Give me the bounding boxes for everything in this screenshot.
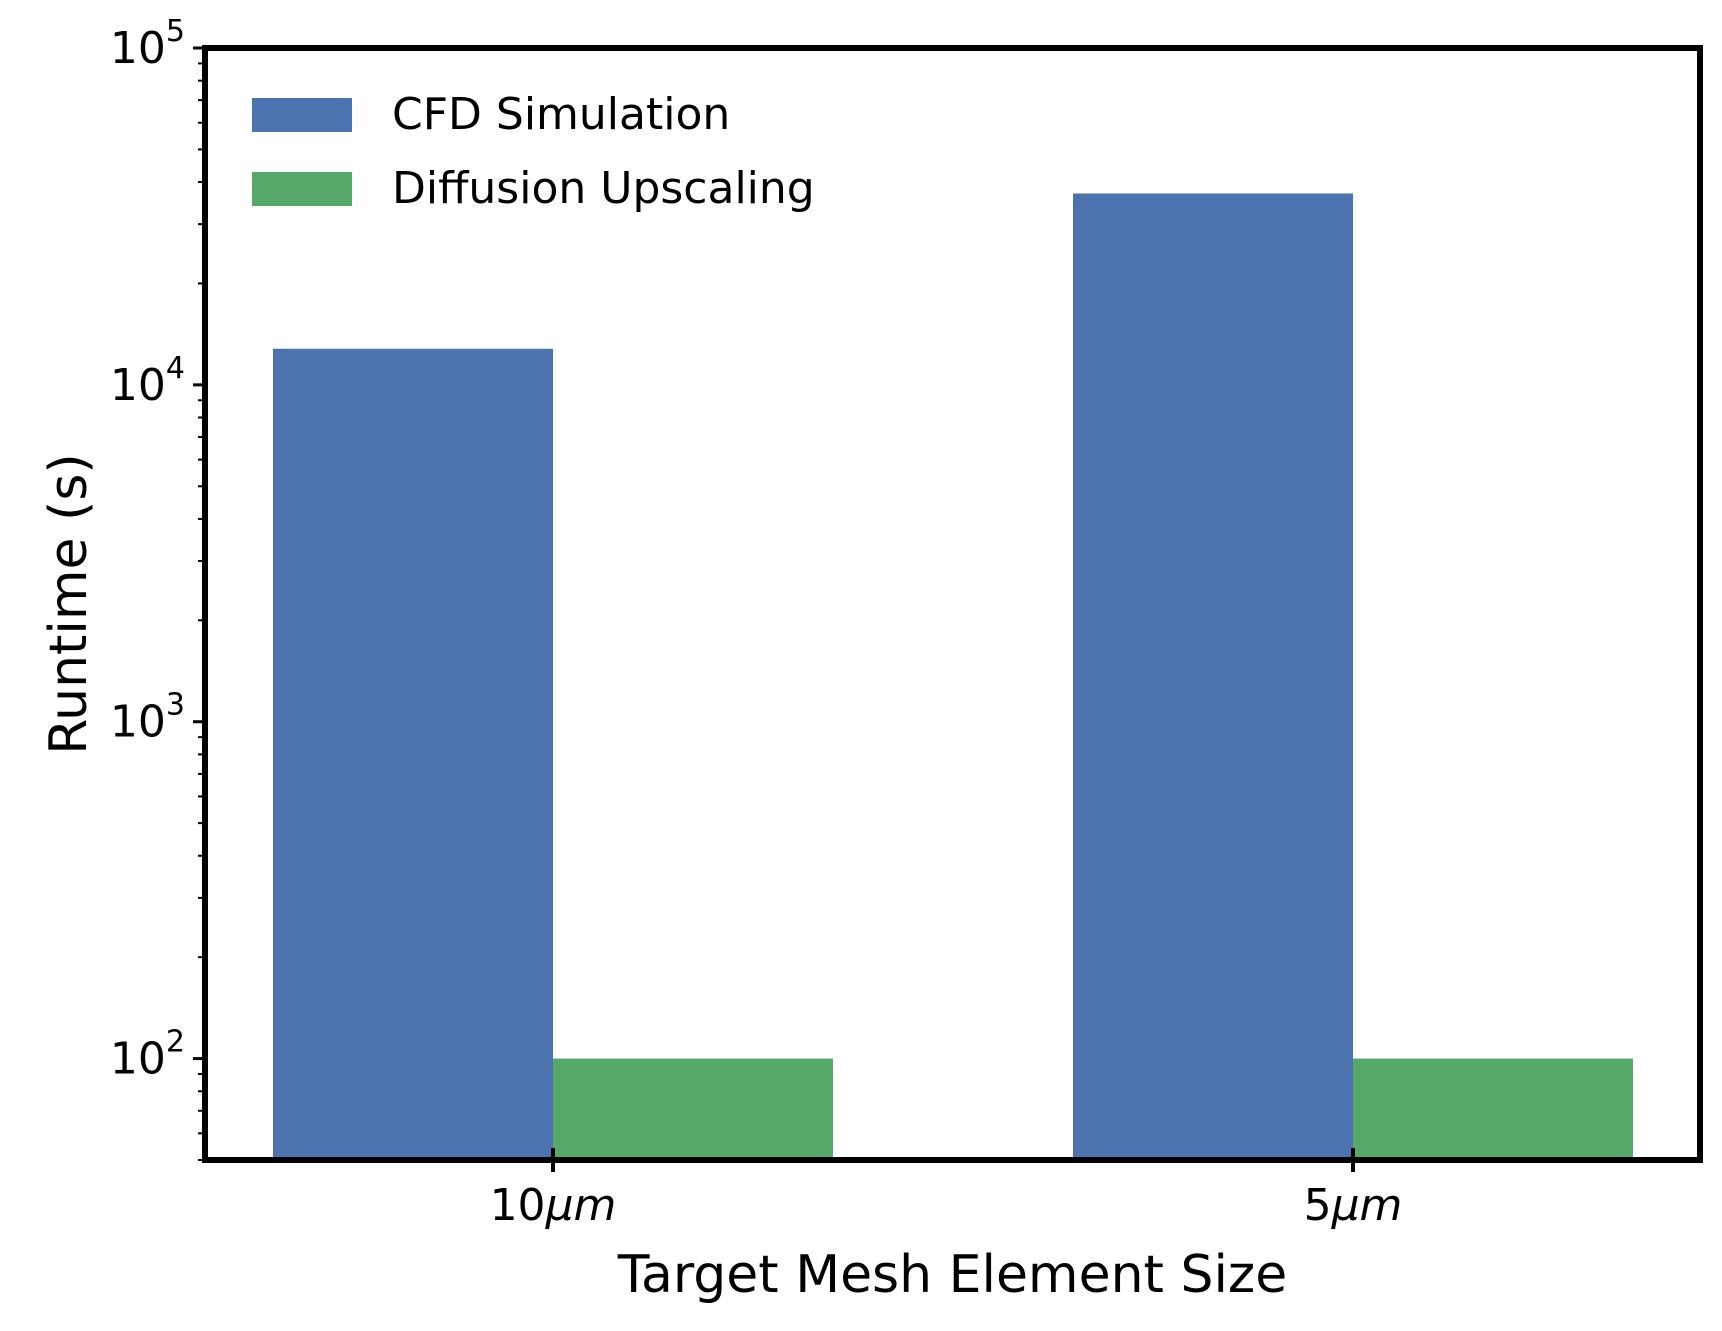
y-tick-label-base: 10: [110, 360, 166, 411]
x-ticks: 10μm 5μm: [490, 1148, 1403, 1231]
legend-swatch-diffusion-upscaling: [252, 172, 352, 206]
x-tick-label-number: 10: [490, 1180, 546, 1231]
y-tick-label-base: 10: [110, 23, 166, 74]
y-tick-label: 102: [110, 1025, 185, 1085]
y-tick-label-exponent: 3: [166, 688, 185, 723]
bar-cfd-simulation-2: [1073, 193, 1353, 1161]
x-tick-label-unit: μm: [545, 1180, 617, 1231]
y-tick-label: 105: [110, 14, 185, 74]
bar-diffusion-upscaling-1: [553, 1058, 833, 1160]
bars-layer: [273, 193, 1633, 1161]
legend: CFD Simulation Diffusion Upscaling: [252, 89, 815, 214]
y-tick-label-exponent: 5: [166, 14, 185, 49]
legend-label-cfd-simulation: CFD Simulation: [392, 89, 730, 140]
y-tick-label: 104: [110, 351, 185, 411]
y-tick-label-exponent: 4: [166, 351, 185, 386]
x-tick-label: 10μm: [490, 1180, 617, 1231]
x-tick-label: 5μm: [1304, 1180, 1403, 1231]
legend-label-diffusion-upscaling: Diffusion Upscaling: [392, 163, 815, 214]
y-tick-label-exponent: 2: [166, 1025, 185, 1060]
x-axis-label: Target Mesh Element Size: [617, 1245, 1287, 1305]
bar-diffusion-upscaling-2: [1353, 1058, 1633, 1160]
y-tick-label-base: 10: [110, 1034, 166, 1085]
y-axis-label: Runtime (s): [39, 453, 99, 754]
x-tick-label-unit: μm: [1331, 1180, 1403, 1231]
y-tick-label: 103: [110, 688, 185, 748]
x-tick-label-number: 5: [1304, 1180, 1332, 1231]
plot-frame: [202, 45, 1703, 1163]
legend-swatch-cfd-simulation: [252, 98, 352, 132]
bar-cfd-simulation-1: [273, 348, 553, 1160]
y-tick-label-base: 10: [110, 697, 166, 748]
